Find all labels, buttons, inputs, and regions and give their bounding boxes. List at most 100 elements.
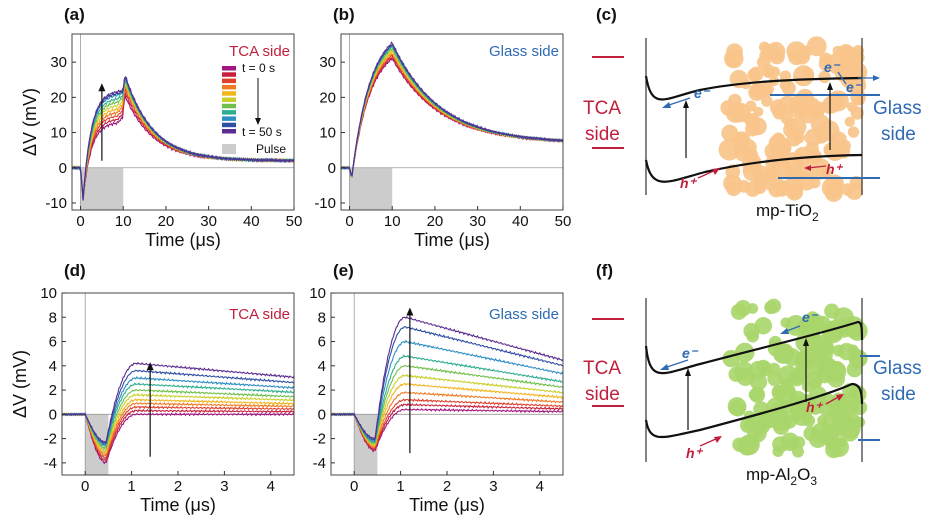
particle — [802, 414, 816, 428]
chart-d: 0 1 2 3 4 -4 -2 0 2 4 6 8 10 Time (μs) ΔV (mV) TCA side — [10, 285, 295, 515]
particle — [732, 437, 747, 452]
tca-side-label-c-1: TCA — [583, 98, 621, 119]
particle — [845, 182, 864, 200]
diagram-f: e⁻ e⁻ h⁺ h⁺ TCA side Glass side mp-Al2O3 — [583, 298, 922, 488]
particle — [779, 70, 792, 82]
trend-arrow-head — [406, 307, 414, 316]
particle — [782, 348, 801, 367]
particle — [762, 85, 773, 96]
conduction-band — [644, 75, 863, 101]
x-axis-title: Time (μs) — [140, 495, 216, 515]
particle — [809, 158, 831, 180]
x-tick-label: 40 — [243, 213, 260, 230]
legend-swatch — [222, 66, 236, 71]
panel-label-c: (c) — [596, 5, 617, 24]
particle — [821, 177, 844, 199]
legend-pulse-swatch — [222, 144, 236, 154]
glass-side-label-f-2: side — [881, 384, 916, 405]
particle — [748, 388, 762, 401]
particle — [722, 349, 740, 368]
hole-arrow-left-head — [712, 168, 720, 175]
particle — [765, 167, 779, 181]
series-line — [340, 44, 564, 176]
plot-frame — [71, 33, 295, 211]
chart-e: 0 1 2 3 4 -4 -2 0 2 4 6 8 10 Time (μs) Glass side — [309, 285, 564, 515]
electron-arrow-left-f-head — [660, 364, 669, 370]
electron-arrow-right-head — [873, 75, 880, 81]
x-axis-title: Time (μs) — [145, 230, 221, 250]
y-tick-label: 10 — [40, 285, 57, 302]
particle — [729, 400, 747, 417]
legend-swatch — [222, 129, 236, 134]
tca-side-label-c-2: side — [585, 124, 620, 145]
x-tick-label: 3 — [489, 478, 497, 495]
x-tick-label: 1 — [127, 478, 135, 495]
particle — [806, 371, 823, 388]
particle — [854, 416, 866, 428]
legend-swatch — [222, 91, 236, 96]
y-axis-title: ΔV (mV) — [10, 350, 30, 418]
series-line — [61, 393, 295, 452]
series-line — [340, 44, 564, 177]
x-tick-label: 10 — [115, 213, 132, 230]
x-tick-label: 50 — [286, 213, 303, 230]
x-tick-label: 30 — [200, 213, 217, 230]
series-line — [71, 76, 295, 200]
legend-pulse: Pulse — [256, 142, 286, 156]
series-line — [340, 49, 564, 178]
side-annotation: TCA side — [229, 306, 290, 323]
legend-arrow-head — [255, 118, 261, 125]
particle — [808, 429, 828, 448]
tca-side-label-f-2: side — [585, 384, 620, 405]
series-line — [61, 405, 295, 460]
electron-label-right-f: e⁻ — [802, 309, 819, 325]
y-tick-label: 10 — [319, 125, 336, 142]
particle — [761, 95, 773, 107]
particle — [810, 114, 831, 134]
series-line — [330, 316, 564, 441]
x-tick-label: 40 — [512, 213, 529, 230]
x-tick-label: 0 — [350, 478, 358, 495]
series-line — [330, 407, 564, 453]
particle — [838, 44, 854, 60]
x-tick-label: 2 — [443, 478, 451, 495]
y-tick-label: -4 — [44, 455, 57, 472]
particle — [764, 44, 779, 60]
y-tick-label: 0 — [49, 406, 57, 423]
y-tick-label: 4 — [318, 358, 326, 375]
electron-arrow-right-f-head — [780, 328, 789, 334]
y-tick-label: 8 — [49, 309, 57, 326]
series-line — [61, 398, 295, 455]
legend-swatch — [222, 110, 236, 115]
x-tick-label: 4 — [267, 478, 275, 495]
hole-arrow-left-f — [699, 437, 719, 447]
x-axis-title: Time (μs) — [409, 495, 485, 515]
particle — [786, 183, 802, 199]
y-tick-label: 30 — [50, 54, 67, 71]
material-label-f: mp-Al2O3 — [746, 465, 817, 488]
conduction-band-f — [644, 320, 864, 375]
tca-side-label-f-1: TCA — [583, 358, 621, 379]
y-tick-label: -2 — [313, 431, 326, 448]
series-line — [61, 401, 295, 457]
trend-arrow-head — [146, 362, 154, 371]
particle — [765, 406, 788, 429]
particle — [793, 48, 811, 65]
glass-side-label-c-2: side — [881, 124, 916, 145]
particle — [846, 361, 863, 378]
particle — [764, 300, 778, 315]
material-label-c: mp-TiO2 — [756, 201, 819, 224]
electron-arrow-left-head — [662, 102, 671, 108]
particle — [811, 343, 833, 366]
particle — [736, 367, 755, 386]
particle — [806, 36, 827, 57]
particle — [850, 50, 865, 65]
legend-swatch — [222, 72, 236, 77]
excitation-arrow-right-f-head — [803, 338, 809, 346]
panel-label-f: (f) — [596, 261, 613, 280]
series-line — [61, 412, 295, 465]
electron-label-left-f: e⁻ — [682, 345, 699, 361]
particle — [817, 400, 834, 416]
